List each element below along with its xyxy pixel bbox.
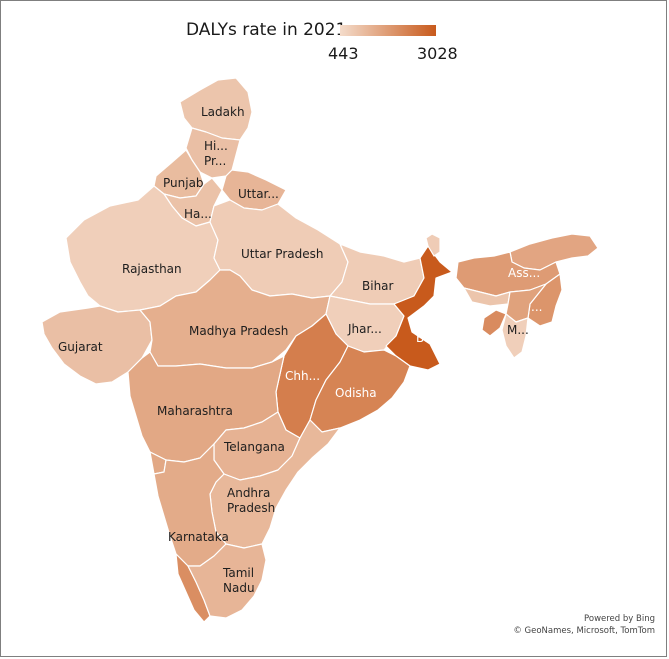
label-tamil-nadu: Tamil Nadu [222,566,255,595]
region-sikkim[interactable] [425,233,441,257]
legend-min-label: 443 [328,44,359,63]
label-rajasthan: Rajasthan [122,262,182,276]
label-himachal-pradesh: Hi... Pr... [204,139,228,168]
region-tripura[interactable] [481,309,507,337]
region-west-bengal[interactable] [385,245,453,371]
label-gujarat: Gujarat [58,340,103,354]
label-haryana: Ha... [184,207,212,221]
label-nagaland: ... [531,300,542,314]
label-andhra-pradesh: Andhra Pradesh [227,486,275,515]
label-karnataka: Karnataka [168,530,229,544]
label-jharkhand: Jhar... [347,322,382,336]
region-odisha[interactable] [309,345,411,433]
attribution-sources: © GeoNames, Microsoft, TomTom [513,626,655,636]
label-odisha: Odisha [335,386,377,400]
label-mizoram: M... [507,323,529,337]
label-west-bengal: W... B... [416,316,438,345]
label-punjab: Punjab [163,176,204,190]
region-mizoram[interactable] [501,313,529,359]
label-chhattisgarh: Chh... [285,369,320,383]
label-ladakh: Ladakh [201,105,245,119]
label-uttar-pradesh: Uttar Pradesh [241,247,323,261]
attribution-powered-by: Powered by Bing [584,614,655,624]
label-bihar: Bihar [362,279,394,293]
label-madhya-pradesh: Madhya Pradesh [189,324,288,338]
legend-max-label: 3028 [417,44,458,63]
region-bihar[interactable] [329,243,425,305]
region-tamil-nadu[interactable] [187,543,267,619]
label-telangana: Telangana [223,440,285,454]
legend-color-scale [340,25,436,36]
label-assam: Ass... [508,266,540,280]
label-uttarakhand: Uttar... [238,187,279,201]
region-karnataka[interactable] [153,443,227,567]
legend-title: DALYs rate in 2021 [186,20,347,40]
label-maharashtra: Maharashtra [157,404,233,418]
